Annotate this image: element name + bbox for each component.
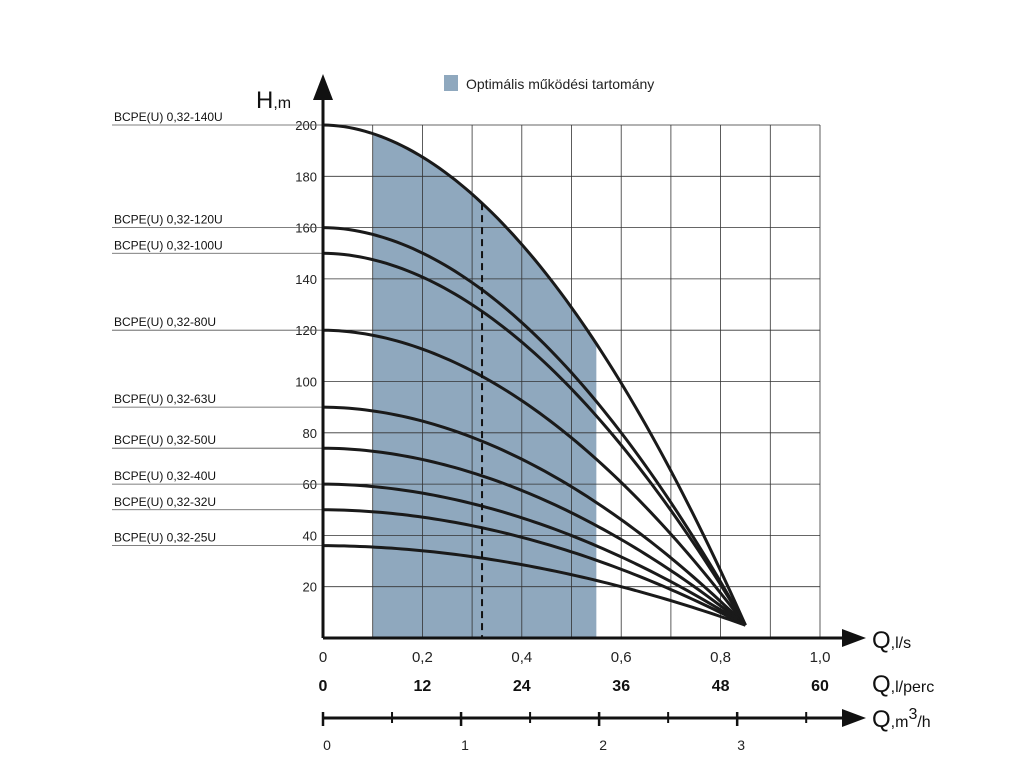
curve-label: BCPE(U) 0,32-120U <box>114 213 223 227</box>
x-axis-lperc-main: Q <box>872 671 891 698</box>
pump-curve <box>322 328 747 627</box>
curve-label: BCPE(U) 0,32-50U <box>114 433 216 447</box>
legend-swatch <box>444 75 458 91</box>
y-axis-title-unit: ,m <box>273 95 291 112</box>
y-tick-label: 40 <box>303 528 317 543</box>
svg-text:Q,l/s: Q,l/s <box>872 627 911 654</box>
svg-text:Q,m3/h: Q,m3/h <box>872 706 931 733</box>
x-axis-lperc-unit: ,l/perc <box>891 679 935 696</box>
legend-label: Optimális működési tartomány <box>466 76 654 92</box>
x-axis-m3h-main: Q <box>872 706 891 733</box>
x-axis-title-lperc: Q,l/perc <box>872 671 934 698</box>
y-tick-label: 20 <box>303 580 317 595</box>
x-axis-m3h-unit: ,m <box>891 714 909 731</box>
curve-label: BCPE(U) 0,32-25U <box>114 531 216 545</box>
y-tick-label: 180 <box>295 169 317 184</box>
y-tick-label: 60 <box>303 477 317 492</box>
y-tick-label: 200 <box>295 118 317 133</box>
x-axis-arrow <box>842 629 866 647</box>
pump-curve <box>322 405 747 627</box>
svg-text:Q,l/perc: Q,l/perc <box>872 671 934 698</box>
curve-label: BCPE(U) 0,32-63U <box>114 392 216 406</box>
pump-curve <box>322 508 747 627</box>
curve-label: BCPE(U) 0,32-140U <box>114 110 223 124</box>
x-tick-label-ls: 0 <box>319 649 327 666</box>
x-tick-label-ls: 0,6 <box>611 649 632 666</box>
m3h-axis-arrow <box>842 709 866 727</box>
curve-label: BCPE(U) 0,32-40U <box>114 469 216 483</box>
y-axis-title-main: H <box>256 87 273 114</box>
x-tick-label-lperc: 48 <box>712 678 730 695</box>
curve-label: BCPE(U) 0,32-32U <box>114 495 216 509</box>
y-tick-label: 120 <box>295 323 317 338</box>
svg-text:H,m: H,m <box>256 87 291 114</box>
x-tick-label-m3h: 3 <box>737 737 745 753</box>
x-axis-m3h-sup: 3 <box>908 706 917 723</box>
pump-curve <box>322 123 747 626</box>
x-axis-ls-unit: ,l/s <box>891 635 911 652</box>
pump-curve <box>322 251 747 626</box>
x-axis-title-m3h: Q,m3/h <box>872 706 931 733</box>
x-tick-label-ls: 1,0 <box>810 649 831 666</box>
y-tick-label: 100 <box>295 375 317 390</box>
x-tick-label-m3h: 1 <box>461 737 469 753</box>
curve-label: BCPE(U) 0,32-80U <box>114 315 216 329</box>
curve-label: BCPE(U) 0,32-100U <box>114 238 223 252</box>
x-tick-label-lperc: 36 <box>612 678 630 695</box>
y-tick-label: 140 <box>295 272 317 287</box>
x-tick-label-lperc: 60 <box>811 678 829 695</box>
x-tick-label-m3h: 0 <box>323 737 331 753</box>
x-tick-label-ls: 0,2 <box>412 649 433 666</box>
legend: Optimális működési tartomány <box>444 75 654 92</box>
x-axis-m3h-tail: /h <box>917 714 930 731</box>
x-tick-label-ls: 0,4 <box>511 649 532 666</box>
x-tick-label-ls: 0,8 <box>710 649 731 666</box>
y-axis-arrow <box>313 74 333 100</box>
y-tick-label: 160 <box>295 221 317 236</box>
x-tick-label-lperc: 0 <box>319 678 328 695</box>
x-tick-label-lperc: 24 <box>513 678 531 695</box>
x-tick-label-m3h: 2 <box>599 737 607 753</box>
pump-curve <box>322 544 746 627</box>
pump-curve <box>322 226 747 626</box>
pump-curve <box>322 482 747 627</box>
y-axis-title: H,m <box>256 87 291 114</box>
x-axis-title-ls: Q,l/s <box>872 627 911 654</box>
y-tick-label: 80 <box>303 426 317 441</box>
x-tick-label-lperc: 12 <box>414 678 432 695</box>
pump-curve <box>322 446 747 627</box>
x-axis-ls-main: Q <box>872 627 891 654</box>
